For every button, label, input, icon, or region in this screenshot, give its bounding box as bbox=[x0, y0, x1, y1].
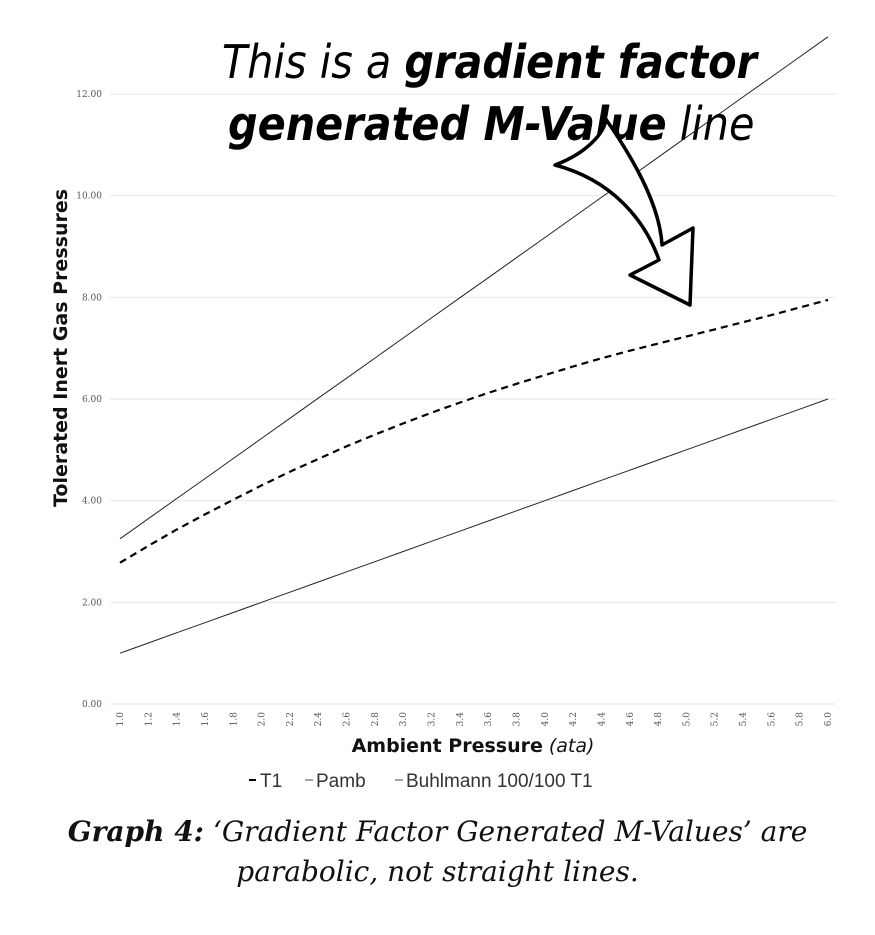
x-tick-label: 5.6 bbox=[767, 712, 777, 727]
x-tick-label: 4.6 bbox=[626, 712, 636, 727]
x-tick-label: 1.0 bbox=[116, 712, 126, 727]
x-tick-label: 3.4 bbox=[456, 712, 466, 727]
x-tick-label: 4.2 bbox=[569, 712, 579, 726]
legend-entry-pamb: Pamb bbox=[316, 771, 366, 792]
caption: Graph 4: ‘Gradient Factor Generated M-Va… bbox=[0, 812, 875, 892]
series-line-pamb bbox=[119, 398, 829, 654]
x-tick-label: 2.8 bbox=[371, 712, 381, 727]
gridlines bbox=[110, 93, 836, 705]
y-tick-label: 12.00 bbox=[76, 90, 102, 100]
x-tick-label: 2.6 bbox=[343, 712, 353, 727]
x-tick-label: 4.4 bbox=[597, 712, 607, 727]
series-line-t1 bbox=[119, 298, 829, 564]
x-tick-label: 3.0 bbox=[399, 712, 409, 727]
annotation: This is a gradient factor generated M-Va… bbox=[222, 35, 760, 307]
annotation-line-2: generated M-Value line bbox=[228, 97, 754, 151]
x-axis-unit: (ata) bbox=[549, 735, 595, 757]
annotation-line-1: This is a gradient factor bbox=[222, 35, 760, 89]
x-tick-label: 4.0 bbox=[541, 712, 551, 727]
caption-text: ‘Gradient Factor Generated M-Values’ are… bbox=[204, 815, 808, 888]
curved-arrow-icon bbox=[553, 116, 695, 307]
x-tick-label: 5.8 bbox=[796, 712, 806, 727]
series-lines bbox=[119, 36, 829, 654]
x-axis-title: Ambient Pressure (ata) bbox=[352, 735, 595, 757]
x-tick-label: 1.2 bbox=[144, 712, 154, 726]
x-tick-label: 6.0 bbox=[824, 712, 834, 727]
x-axis-ticks: 1.0 1.2 1.4 1.6 1.8 2.0 2.2 2.4 2.6 2.8 3.0 3.2 3.4 3… bbox=[116, 712, 834, 727]
caption-label: Graph 4: bbox=[67, 815, 205, 848]
y-tick-label: 6.00 bbox=[82, 395, 102, 405]
x-tick-label: 4.8 bbox=[654, 712, 664, 727]
x-tick-label: 5.0 bbox=[682, 712, 692, 727]
x-axis-label: Ambient Pressure bbox=[352, 735, 543, 757]
x-tick-label: 5.4 bbox=[739, 712, 749, 727]
x-tick-label: 1.4 bbox=[173, 712, 183, 727]
x-tick-label: 5.2 bbox=[711, 712, 721, 726]
y-tick-label: 0.00 bbox=[82, 700, 102, 710]
y-tick-label: 2.00 bbox=[82, 598, 102, 608]
legend: T1 Pamb Buhlmann 100/100 T1 bbox=[249, 771, 593, 792]
x-tick-label: 1.8 bbox=[229, 712, 239, 727]
y-tick-label: 10.00 bbox=[76, 192, 102, 202]
x-tick-label: 3.6 bbox=[484, 712, 494, 727]
series-line-buhlmann-100-100-t1 bbox=[119, 36, 829, 540]
legend-entry-t1: T1 bbox=[260, 771, 282, 792]
x-tick-label: 3.2 bbox=[428, 712, 438, 726]
y-tick-label: 4.00 bbox=[82, 497, 102, 507]
chart: 0.00 2.00 4.00 6.00 8.00 10.00 12.00 1.0 1.2 1.4… bbox=[50, 35, 836, 792]
x-tick-label: 3.8 bbox=[512, 712, 522, 727]
x-tick-label: 2.2 bbox=[286, 712, 296, 726]
y-axis-label: Tolerated Inert Gas Pressures bbox=[50, 189, 72, 507]
legend-entry-buhlmann: Buhlmann 100/100 T1 bbox=[406, 771, 593, 792]
x-tick-label: 2.0 bbox=[258, 712, 268, 727]
x-tick-label: 2.4 bbox=[314, 712, 324, 727]
y-tick-label: 8.00 bbox=[82, 293, 102, 303]
x-tick-label: 1.6 bbox=[201, 712, 211, 727]
y-axis-ticks: 0.00 2.00 4.00 6.00 8.00 10.00 12.00 bbox=[76, 90, 102, 710]
